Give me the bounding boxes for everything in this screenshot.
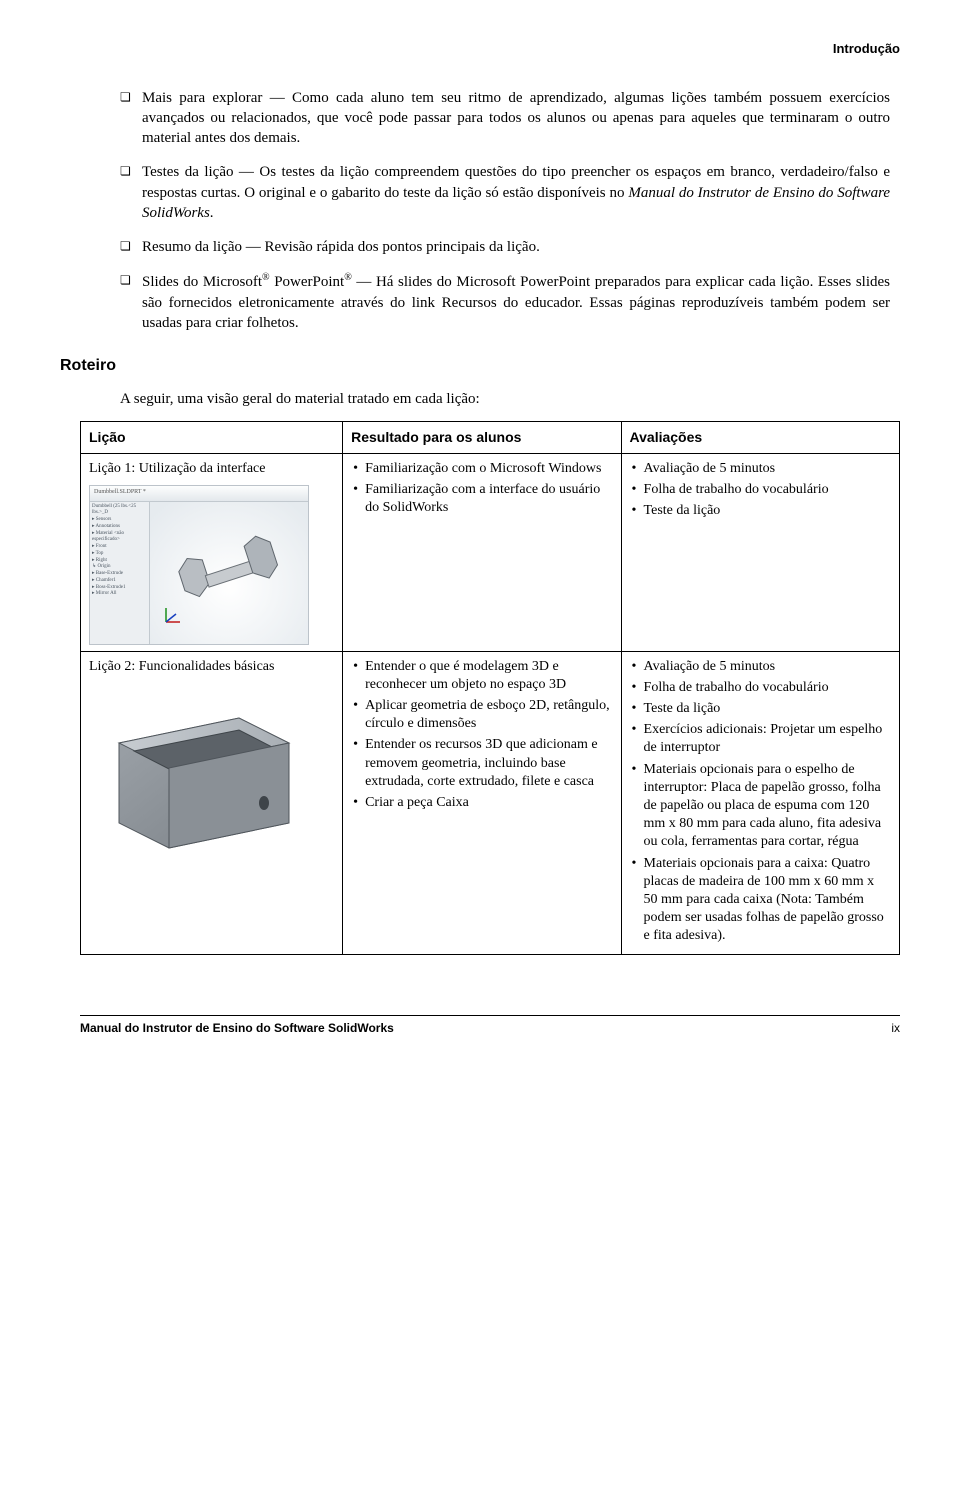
list-item: Teste da lição — [630, 700, 891, 718]
list-item: Teste da lição — [630, 502, 891, 520]
bullet-slides-b: PowerPoint — [270, 274, 345, 290]
axis-triad-icon — [162, 604, 184, 626]
thumb-titlebar: Dumbbell.SLDPRT * — [90, 486, 308, 502]
bullet-slides-a: Slides do Microsoft — [142, 274, 262, 290]
thumb-feature-tree: Dumbbell (25 lbs.<25 lbs.>_D▸ Sensors▸ A… — [90, 502, 150, 644]
list-item: Entender os recursos 3D que adicionam e … — [351, 736, 612, 791]
footer-title: Manual do Instrutor de Ensino do Softwar… — [80, 1020, 394, 1036]
licao1-thumbnail: Dumbbell.SLDPRT * Dumbbell (25 lbs.<25 l… — [89, 485, 309, 645]
roteiro-intro: A seguir, uma visão geral do material tr… — [120, 389, 900, 409]
list-item: Aplicar geometria de esboço 2D, retângul… — [351, 697, 612, 733]
bullet-slides: Slides do Microsoft® PowerPoint® — Há sl… — [120, 271, 890, 333]
table-row: Lição 1: Utilização da interface Dumbbel… — [81, 453, 900, 651]
roteiro-heading: Roteiro — [60, 355, 900, 377]
list-item: Exercícios adicionais: Projetar um espel… — [630, 721, 891, 757]
registered-symbol: ® — [262, 272, 270, 283]
th-licao: Lição — [81, 421, 343, 453]
licao1-title: Lição 1: Utilização da interface — [89, 460, 334, 479]
bullet-list: Mais para explorar — Como cada aluno tem… — [120, 88, 890, 334]
list-item: Materiais opcionais para o espelho de in… — [630, 761, 891, 852]
bullet-explore: Mais para explorar — Como cada aluno tem… — [120, 88, 890, 149]
page-header-section: Introdução — [80, 40, 900, 58]
bullet-summary: Resumo da lição — Revisão rápida dos pon… — [120, 237, 890, 257]
cell-result-2: Entender o que é modelagem 3D e reconhec… — [343, 651, 621, 955]
th-avaliacoes: Avaliações — [621, 421, 899, 453]
list-item: Folha de trabalho do vocabulário — [630, 481, 891, 499]
list-item: Familiarização com a interface do usuári… — [351, 481, 612, 517]
licao2-title: Lição 2: Funcionalidades básicas — [89, 658, 334, 677]
bullet-tests: Testes da lição — Os testes da lição com… — [120, 162, 890, 223]
th-resultado: Resultado para os alunos — [343, 421, 621, 453]
list-item: Avaliação de 5 minutos — [630, 658, 891, 676]
list-item: Familiarização com o Microsoft Windows — [351, 460, 612, 478]
page-footer: Manual do Instrutor de Ensino do Softwar… — [80, 1015, 900, 1036]
list-item: Avaliação de 5 minutos — [630, 460, 891, 478]
list-item: Folha de trabalho do vocabulário — [630, 679, 891, 697]
bullet-tests-text-b: . — [210, 205, 214, 221]
licao2-thumbnail — [89, 683, 309, 853]
thumb-canvas — [150, 502, 308, 644]
list-item: Criar a peça Caixa — [351, 794, 612, 812]
list-item: Entender o que é modelagem 3D e reconhec… — [351, 658, 612, 694]
list-item: Materiais opcionais para a caixa: Quatro… — [630, 855, 891, 946]
cell-aval-2: Avaliação de 5 minutos Folha de trabalho… — [621, 651, 899, 955]
registered-symbol-2: ® — [344, 272, 352, 283]
table-row: Lição 2: Funcionalidades básicas — [81, 651, 900, 955]
cell-licao-2: Lição 2: Funcionalidades básicas — [81, 651, 343, 955]
box-part-icon — [89, 683, 309, 853]
cell-licao-1: Lição 1: Utilização da interface Dumbbel… — [81, 453, 343, 651]
footer-pagenum: ix — [891, 1020, 900, 1036]
roteiro-table: Lição Resultado para os alunos Avaliaçõe… — [80, 421, 900, 956]
cell-aval-1: Avaliação de 5 minutos Folha de trabalho… — [621, 453, 899, 651]
cell-result-1: Familiarização com o Microsoft Windows F… — [343, 453, 621, 651]
